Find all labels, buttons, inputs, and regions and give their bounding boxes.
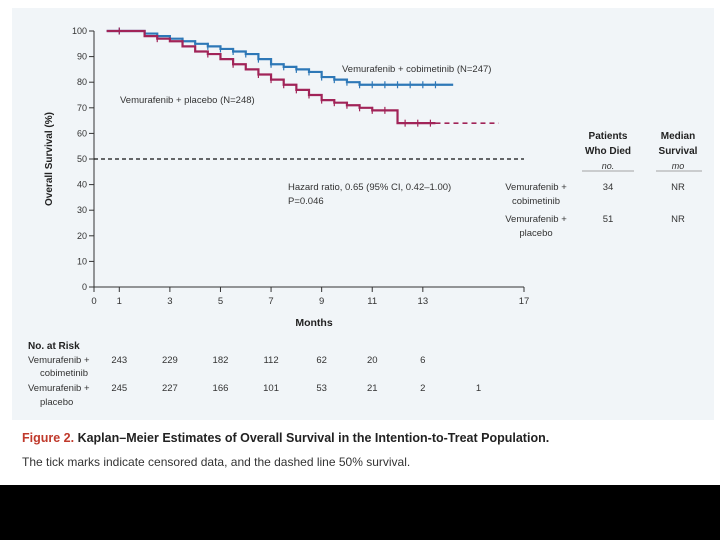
risk-value: 62	[316, 355, 327, 366]
p-value: P=0.046	[288, 196, 324, 207]
summary-table: Patients Who Died no. Median Survival mo…	[505, 131, 702, 239]
risk-value: 182	[213, 355, 229, 366]
chart-panel: 0 10 20 30 40 50 60 70 80 90 100 0 1 3 5 7 9 11 13 17 Over…	[12, 8, 714, 420]
risk-value: 6	[420, 355, 425, 366]
figure-caption: Figure 2. Kaplan–Meier Estimates of Over…	[12, 420, 714, 485]
risk-value: 101	[263, 383, 279, 394]
caption-body: The tick marks indicate censored data, a…	[22, 455, 411, 469]
summary-median-value: NR	[671, 182, 685, 193]
risk-value: 1	[476, 383, 481, 394]
y-tick-label: 80	[77, 77, 87, 87]
risk-value: 245	[111, 383, 127, 394]
risk-table-title: No. at Risk	[28, 341, 80, 352]
risk-value: 53	[316, 383, 327, 394]
y-tick-label: 60	[77, 128, 87, 138]
x-tick-label: 5	[218, 296, 223, 307]
x-tick-label: 0	[91, 296, 96, 307]
summary-died-value: 51	[603, 214, 614, 225]
median-header-line2: Survival	[659, 146, 698, 157]
figure: 0 10 20 30 40 50 60 70 80 90 100 0 1 3 5 7 9 11 13 17 Over…	[0, 0, 720, 485]
risk-value: 227	[162, 383, 178, 394]
figure-label: Figure 2.	[22, 431, 75, 445]
series-label-placebo: Vemurafenib + placebo (N=248)	[120, 95, 255, 106]
summary-median-value: NR	[671, 214, 685, 225]
y-tick-label: 40	[77, 180, 87, 190]
y-tick-label: 70	[77, 103, 87, 113]
x-ticks: 0 1 3 5 7 9 11 13 17	[91, 287, 529, 307]
y-axis-label: Overall Survival (%)	[44, 112, 55, 206]
x-axis-label: Months	[295, 317, 332, 329]
summary-row-label: placebo	[519, 228, 552, 239]
risk-value: 166	[213, 383, 229, 394]
y-tick-label: 20	[77, 231, 87, 241]
risk-value: 2	[420, 383, 425, 394]
y-tick-label: 30	[77, 205, 87, 215]
survival-curves	[106, 27, 499, 127]
summary-row-label: Vemurafenib +	[505, 182, 567, 193]
risk-value: 112	[263, 355, 278, 366]
x-tick-label: 13	[418, 296, 429, 307]
x-tick-label: 7	[268, 296, 273, 307]
hazard-ratio: Hazard ratio, 0.65 (95% CI, 0.42–1.00)	[288, 182, 451, 193]
died-header-line1: Patients	[589, 131, 628, 142]
risk-row-label: Vemurafenib +	[28, 355, 90, 366]
caption-title: Figure 2. Kaplan–Meier Estimates of Over…	[22, 431, 549, 445]
risk-row-label: placebo	[40, 397, 73, 408]
summary-row-label: cobimetinib	[512, 196, 560, 207]
y-tick-label: 0	[82, 282, 87, 292]
risk-row-label: cobimetinib	[40, 368, 88, 379]
x-tick-label: 9	[319, 296, 324, 307]
y-ticks: 0 10 20 30 40 50 60 70 80 90 100	[72, 26, 94, 292]
died-header-unit: no.	[602, 161, 615, 171]
risk-value: 20	[367, 355, 378, 366]
died-header-line2: Who Died	[585, 146, 631, 157]
y-tick-label: 10	[77, 256, 87, 266]
risk-table: No. at Risk Vemurafenib + cobimetinib Ve…	[28, 341, 481, 408]
x-tick-label: 3	[167, 296, 172, 307]
x-tick-label: 11	[367, 296, 377, 307]
x-tick-label: 1	[117, 296, 122, 307]
y-tick-label: 100	[72, 26, 87, 36]
median-header-unit: mo	[672, 161, 685, 171]
y-tick-label: 90	[77, 52, 87, 62]
risk-value: 229	[162, 355, 178, 366]
y-tick-label: 50	[77, 154, 87, 164]
summary-row-label: Vemurafenib +	[505, 214, 567, 225]
risk-value: 21	[367, 383, 378, 394]
caption-title-text: Kaplan–Meier Estimates of Overall Surviv…	[74, 431, 550, 445]
median-header-line1: Median	[661, 131, 695, 142]
series-label-cobimetinib: Vemurafenib + cobimetinib (N=247)	[342, 64, 491, 75]
risk-row-label: Vemurafenib +	[28, 383, 90, 394]
summary-died-value: 34	[603, 182, 614, 193]
risk-value: 243	[111, 355, 127, 366]
x-tick-label: 17	[519, 296, 530, 307]
